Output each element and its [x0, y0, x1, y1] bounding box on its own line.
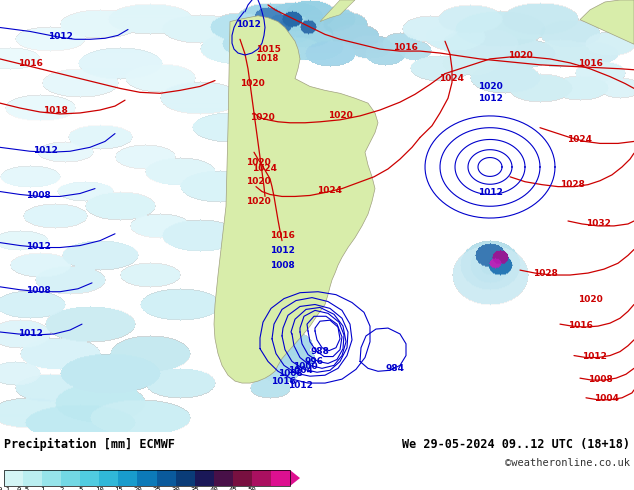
Bar	[119, 470, 138, 486]
Bar	[4, 470, 23, 486]
Text: 1016: 1016	[269, 231, 294, 240]
Text: 1016: 1016	[392, 43, 417, 51]
Text: 984: 984	[385, 364, 404, 373]
Text: 1: 1	[40, 487, 44, 490]
Bar	[23, 470, 42, 486]
Bar	[214, 470, 233, 486]
Text: 10: 10	[95, 487, 104, 490]
Text: 1012: 1012	[269, 246, 294, 255]
Text: 1016: 1016	[567, 320, 592, 330]
Text: 1020: 1020	[245, 197, 270, 206]
Text: 1012: 1012	[18, 329, 42, 339]
Text: 20: 20	[133, 487, 142, 490]
Text: 1024: 1024	[252, 165, 278, 173]
Text: 1012: 1012	[477, 188, 502, 196]
Bar	[61, 470, 81, 486]
Bar	[157, 470, 176, 486]
Text: 1008: 1008	[25, 191, 50, 200]
Text: 1020: 1020	[508, 50, 533, 59]
Text: 1020: 1020	[328, 111, 353, 121]
Text: 1028: 1028	[560, 180, 585, 189]
Text: 1032: 1032	[586, 220, 611, 228]
Text: 0.1: 0.1	[0, 487, 11, 490]
Bar	[176, 470, 195, 486]
Text: 1008: 1008	[25, 286, 50, 295]
Text: 1016: 1016	[18, 59, 42, 68]
Text: 5: 5	[78, 487, 82, 490]
Text: 1018: 1018	[42, 105, 67, 115]
Polygon shape	[320, 0, 355, 22]
Text: 1018: 1018	[256, 54, 278, 63]
Text: 1020: 1020	[240, 79, 264, 88]
Text: 25: 25	[152, 487, 161, 490]
Text: 0.5: 0.5	[16, 487, 30, 490]
Text: 1008: 1008	[588, 375, 612, 384]
Text: 1004: 1004	[593, 394, 618, 403]
Text: 1012: 1012	[288, 381, 313, 390]
Text: 1020: 1020	[578, 295, 602, 304]
Text: We 29-05-2024 09..12 UTC (18+18): We 29-05-2024 09..12 UTC (18+18)	[402, 438, 630, 451]
Bar	[4, 470, 290, 486]
Text: 1012: 1012	[48, 32, 72, 41]
Bar	[138, 470, 157, 486]
Text: 1016: 1016	[578, 59, 602, 68]
Text: 1016: 1016	[271, 377, 295, 386]
Polygon shape	[290, 470, 300, 486]
Text: 1020: 1020	[245, 177, 270, 186]
Text: ©weatheronline.co.uk: ©weatheronline.co.uk	[505, 458, 630, 468]
Text: 1004: 1004	[288, 366, 313, 375]
Text: Precipitation [mm] ECMWF: Precipitation [mm] ECMWF	[4, 438, 175, 451]
Polygon shape	[214, 16, 378, 383]
Text: 1012: 1012	[581, 352, 607, 361]
Text: 35: 35	[190, 487, 199, 490]
Text: 1020: 1020	[477, 82, 502, 91]
Polygon shape	[580, 0, 634, 44]
Text: 1000: 1000	[293, 362, 317, 371]
Text: 50: 50	[247, 487, 256, 490]
Bar	[195, 470, 214, 486]
Text: 1008: 1008	[269, 261, 294, 270]
Text: 988: 988	[311, 347, 330, 356]
Text: 1012: 1012	[477, 94, 502, 103]
Bar	[233, 470, 252, 486]
Text: 1020: 1020	[245, 158, 270, 167]
Text: 40: 40	[209, 487, 218, 490]
Bar	[42, 470, 61, 486]
Text: 1024: 1024	[567, 135, 593, 144]
Text: 1012: 1012	[236, 20, 261, 29]
Text: 1020: 1020	[250, 113, 275, 122]
Text: 1024: 1024	[318, 186, 342, 195]
Text: 1012: 1012	[25, 242, 51, 251]
Text: 1015: 1015	[256, 45, 280, 53]
Bar	[271, 470, 290, 486]
Text: 1008: 1008	[278, 369, 302, 378]
Text: 45: 45	[228, 487, 237, 490]
Text: 1012: 1012	[32, 146, 58, 155]
Text: 15: 15	[114, 487, 123, 490]
Bar	[252, 470, 271, 486]
Text: 996: 996	[304, 357, 323, 366]
Bar	[100, 470, 119, 486]
Text: 1028: 1028	[533, 269, 557, 277]
Bar	[81, 470, 100, 486]
Text: 2: 2	[59, 487, 63, 490]
Text: 1024: 1024	[439, 74, 465, 83]
Text: 30: 30	[171, 487, 180, 490]
